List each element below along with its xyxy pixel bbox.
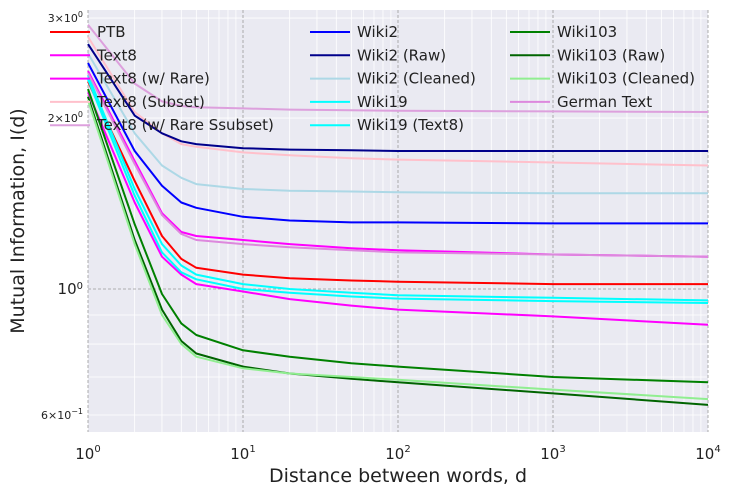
- series-line: [87, 99, 709, 401]
- legend-label: Wiki19: [357, 93, 408, 111]
- series-line: [87, 62, 708, 225]
- legend-label: Text8 (w/ Rare): [96, 70, 210, 88]
- series-line: [87, 70, 709, 258]
- legend-label: German Text: [557, 93, 652, 111]
- y-tick-labels: 6×10−1 100 2×100 3×100: [41, 10, 83, 422]
- series-line: [87, 72, 709, 258]
- y-tick-label: 2×100: [48, 110, 83, 125]
- x-tick-label: 101: [230, 444, 255, 463]
- x-tick-label: 103: [540, 444, 565, 463]
- x-tick-label: 100: [75, 444, 100, 463]
- series-line: [87, 36, 709, 167]
- series-line: [87, 88, 709, 384]
- legend-label: Wiki2 (Cleaned): [357, 70, 476, 88]
- y-tick-label: 3×100: [48, 10, 83, 25]
- series-line: [87, 79, 709, 304]
- series-line: [87, 52, 708, 195]
- y-axis-label: Mutual Information, I(d): [7, 108, 29, 333]
- series-layer: [87, 24, 709, 406]
- x-tick-labels: 100 101 102 103 104: [75, 444, 720, 463]
- series-line: [87, 81, 708, 286]
- series-line: [87, 24, 709, 113]
- legend-label: Wiki2 (Raw): [357, 46, 446, 64]
- x-axis-label: Distance between words, d: [269, 465, 527, 487]
- legend-label: Wiki103 (Raw): [557, 46, 665, 64]
- x-tick-label: 102: [385, 444, 410, 463]
- legend-label: Wiki19 (Text8): [357, 116, 464, 134]
- legend-label: PTB: [97, 23, 126, 41]
- legend-label: Wiki103: [557, 23, 617, 41]
- legend-label: Text8: [96, 46, 137, 64]
- series-line: [87, 96, 709, 406]
- legend-label: Wiki2: [357, 23, 398, 41]
- series-line: [87, 91, 709, 326]
- legend: PTB Text8 Text8 (w/ Rare) Text8 (Subset) Tex…: [50, 23, 695, 134]
- y-tick-label: 100: [58, 280, 83, 298]
- series-line: [87, 43, 708, 152]
- legend-label: Wiki103 (Cleaned): [557, 70, 695, 88]
- y-tick-label: 6×10−1: [41, 407, 83, 422]
- x-tick-label: 104: [695, 444, 720, 463]
- legend-label: Text8 (w/ Rare Ssubset): [96, 116, 274, 134]
- series-line: [87, 74, 709, 302]
- legend-label: Text8 (Subset): [96, 93, 205, 111]
